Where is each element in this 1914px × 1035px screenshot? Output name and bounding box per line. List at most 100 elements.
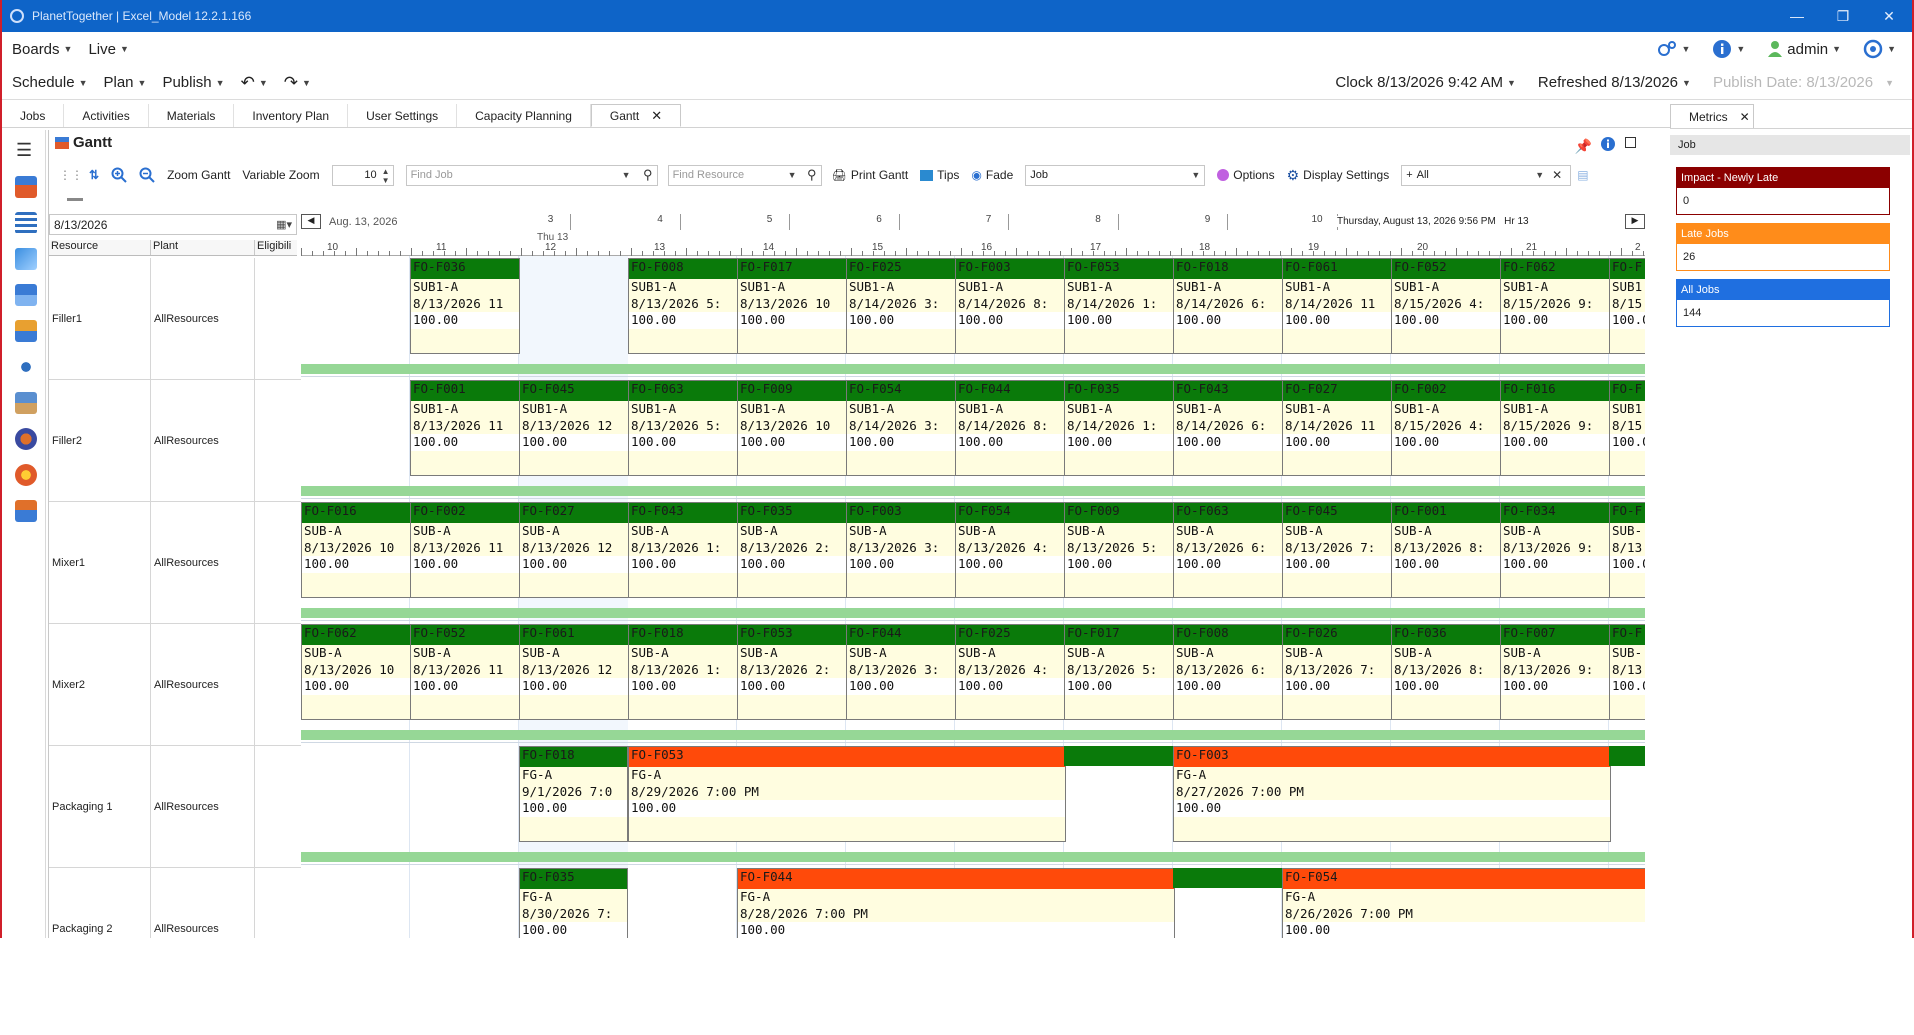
find-resource-search-icon[interactable]: ⚲ — [807, 167, 817, 182]
find-resource-dropdown-icon[interactable]: ▼ — [787, 170, 797, 180]
menu-publish[interactable]: Publish ▼ — [162, 74, 225, 91]
job-block[interactable]: FO-F044 SUB-A 8/13/2026 3: 100.00 — [846, 624, 956, 720]
job-block[interactable]: FO-F017 SUB1-A 8/13/2026 10 100.00 — [737, 258, 847, 354]
column-eligibility[interactable]: Eligibili — [257, 240, 292, 252]
tips-button[interactable]: Tips — [920, 168, 959, 182]
job-block[interactable]: FO-F009 SUB-A 8/13/2026 5: 100.00 — [1064, 502, 1174, 598]
zoom-in-icon[interactable] — [111, 167, 127, 183]
tab-metrics[interactable]: Metrics ✕ — [1670, 104, 1754, 128]
job-block[interactable]: FO-F018 FG-A 9/1/2026 7:0 100.00 — [519, 746, 628, 842]
board-settings-icon[interactable] — [15, 500, 37, 522]
clock-menu[interactable]: Clock 8/13/2026 9:42 AM ▼ — [1335, 74, 1516, 91]
job-block[interactable]: FO-F007 SUB-A 8/13/2026 9: 100.00 — [1500, 624, 1610, 720]
minimize-button[interactable]: — — [1790, 8, 1804, 24]
maximize-panel-icon[interactable] — [1625, 137, 1636, 148]
menu-live[interactable]: Live ▼ — [88, 40, 129, 58]
panel-info-icon[interactable] — [1600, 136, 1616, 155]
job-block[interactable]: FO-F009 SUB1-A 8/13/2026 10 100.00 — [737, 380, 847, 476]
job-block[interactable]: FO-F001 SUB-A 8/13/2026 8: 100.00 — [1391, 502, 1501, 598]
job-block[interactable]: FO-F003 FG-A 8/27/2026 7:00 PM 100.00 — [1173, 746, 1611, 842]
job-block[interactable]: FO-F044 FG-A 8/28/2026 7:00 PM 100.00 — [737, 868, 1175, 938]
close-tab-icon[interactable]: ✕ — [651, 107, 663, 123]
resource-row[interactable]: Packaging 1 AllResources — [49, 746, 301, 868]
gantt-timeline[interactable]: ◀ Aug. 13, 2026 3 4 5 6 7 8 9 10 Thu 13 Thursda… — [301, 212, 1645, 938]
fade-button[interactable]: ◉ Fade — [971, 168, 1014, 182]
close-metrics-icon[interactable]: ✕ — [1739, 109, 1750, 124]
menu-boards[interactable]: Boards ▼ — [12, 40, 73, 58]
tab-activities[interactable]: Activities — [64, 104, 149, 127]
display-settings-button[interactable]: ⚙ Display Settings — [1286, 166, 1390, 183]
job-block[interactable]: FO-F063 SUB-A 8/13/2026 6: 100.00 — [1173, 502, 1283, 598]
job-block[interactable]: FO-F062 SUB1-A 8/15/2026 9: 100.00 — [1500, 258, 1610, 354]
job-block[interactable]: FO-F018 SUB-A 8/13/2026 1: 100.00 — [628, 624, 738, 720]
job-block[interactable]: FO-F025 SUB1-A 8/14/2026 3: 100.00 — [846, 258, 956, 354]
job-block[interactable]: FO-F003 SUB1-A 8/14/2026 8: 100.00 — [955, 258, 1065, 354]
column-plant[interactable]: Plant — [151, 240, 255, 255]
job-block[interactable]: FO-F002 SUB-A 8/13/2026 11 100.00 — [410, 502, 520, 598]
export-icon[interactable]: ▤ — [1577, 168, 1589, 182]
board-list-icon[interactable] — [15, 212, 37, 234]
restore-button[interactable]: ❐ — [1836, 7, 1850, 24]
scroll-left-icon[interactable]: ◀ — [301, 214, 321, 229]
menu-schedule[interactable]: Schedule ▼ — [12, 74, 88, 91]
find-resource-input[interactable]: Find Resource ▼ ⚲ — [667, 164, 822, 186]
splitter-handle[interactable] — [67, 198, 83, 201]
job-block[interactable]: FO-F054 SUB-A 8/13/2026 4: 100.00 — [955, 502, 1065, 598]
job-block[interactable]: FO-F003 SUB-A 8/13/2026 3: 100.00 — [846, 502, 956, 598]
job-block[interactable]: FO-F027 SUB-A 8/13/2026 12 100.00 — [519, 502, 629, 598]
job-block[interactable]: FO-F036 SUB-A 8/13/2026 8: 100.00 — [1391, 624, 1501, 720]
refreshed-menu[interactable]: Refreshed 8/13/2026 ▼ — [1537, 74, 1691, 91]
job-block[interactable]: FO-F016 SUB1-A 8/15/2026 9: 100.00 — [1500, 380, 1610, 476]
job-select[interactable]: Job ▼ — [1025, 164, 1206, 186]
job-block[interactable]: FO-F045 SUB-A 8/13/2026 7: 100.00 — [1282, 502, 1392, 598]
tab-materials[interactable]: Materials — [149, 104, 235, 127]
board-capacity-icon[interactable] — [15, 392, 37, 414]
job-block[interactable]: FO-F043 SUB1-A 8/14/2026 6: 100.00 — [1173, 380, 1283, 476]
board-network-icon[interactable] — [15, 356, 37, 378]
job-block[interactable]: FO-F035 SUB-A 8/13/2026 2: 100.00 — [737, 502, 847, 598]
column-resource[interactable]: Resource — [49, 240, 151, 255]
tab-inventory-plan[interactable]: Inventory Plan — [234, 104, 349, 127]
gantt-date-field[interactable]: 8/13/2026 ▦▾ — [49, 214, 297, 235]
clear-filter-icon[interactable]: ✕ — [1552, 168, 1563, 182]
job-block[interactable]: FO-F008 SUB1-A 8/13/2026 5: 100.00 — [628, 258, 738, 354]
job-block[interactable]: FO-F002 SUB1-A 8/15/2026 4: 100.00 — [1391, 380, 1501, 476]
job-block[interactable]: FO-F016 SUB-A 8/13/2026 10 100.00 — [301, 502, 411, 598]
job-block[interactable]: FO-F044 SUB1-A 8/14/2026 8: 100.00 — [955, 380, 1065, 476]
resource-row[interactable]: Packaging 2 AllResources — [49, 868, 301, 938]
job-block[interactable]: FO-F063 SUB1-A 8/13/2026 5: 100.00 — [628, 380, 738, 476]
drag-handle-icon[interactable]: ⋮⋮ — [59, 168, 83, 182]
job-block[interactable]: FO-F026 SUB-A 8/13/2026 7: 100.00 — [1282, 624, 1392, 720]
resource-row[interactable]: Filler2 AllResources — [49, 380, 301, 502]
board-alerts-icon[interactable] — [15, 464, 37, 486]
find-job-dropdown-icon[interactable]: ▼ — [621, 170, 631, 180]
job-block[interactable]: FO-F053 SUB-A 8/13/2026 2: 100.00 — [737, 624, 847, 720]
job-block[interactable]: FO-F035 FG-A 8/30/2026 7: 100.00 — [519, 868, 628, 938]
job-block[interactable]: FO-F053 FG-A 8/29/2026 7:00 PM 100.00 — [628, 746, 1066, 842]
sort-icon[interactable]: ⇅ — [89, 168, 100, 182]
filter-select[interactable]: + All ▼ ✕ — [1401, 164, 1572, 186]
tab-capacity-planning[interactable]: Capacity Planning — [457, 104, 591, 127]
job-block[interactable]: FO-F061 SUB1-A 8/14/2026 11 100.00 — [1282, 258, 1392, 354]
resource-row[interactable]: Mixer2 AllResources — [49, 624, 301, 746]
board-jobs-icon[interactable] — [15, 176, 37, 198]
job-block[interactable]: FO-F034 SUB-A 8/13/2026 9: 100.00 — [1500, 502, 1610, 598]
job-block[interactable]: FO-F008 SUB-A 8/13/2026 6: 100.00 — [1173, 624, 1283, 720]
resource-row[interactable]: Filler1 AllResources — [49, 258, 301, 380]
job-block[interactable]: FO-F043 SUB-A 8/13/2026 1: 100.00 — [628, 502, 738, 598]
job-block[interactable]: FO-F052 SUB1-A 8/15/2026 4: 100.00 — [1391, 258, 1501, 354]
board-grid-icon[interactable] — [15, 284, 37, 306]
zoom-out-icon[interactable] — [139, 167, 155, 183]
redo-button[interactable]: ↷ ▼ — [283, 72, 311, 92]
job-block[interactable]: FO-F045 SUB1-A 8/13/2026 12 100.00 — [519, 380, 629, 476]
board-chart-icon[interactable] — [15, 248, 37, 270]
job-block[interactable]: FO-F052 SUB-A 8/13/2026 11 100.00 — [410, 624, 520, 720]
metric-card[interactable]: Late Jobs 26 — [1676, 223, 1890, 271]
job-block[interactable]: FO-F035 SUB1-A 8/14/2026 1: 100.00 — [1064, 380, 1174, 476]
job-block[interactable]: FO-F062 SUB-A 8/13/2026 10 100.00 — [301, 624, 411, 720]
zoom-gantt-button[interactable]: Zoom Gantt — [167, 168, 231, 182]
